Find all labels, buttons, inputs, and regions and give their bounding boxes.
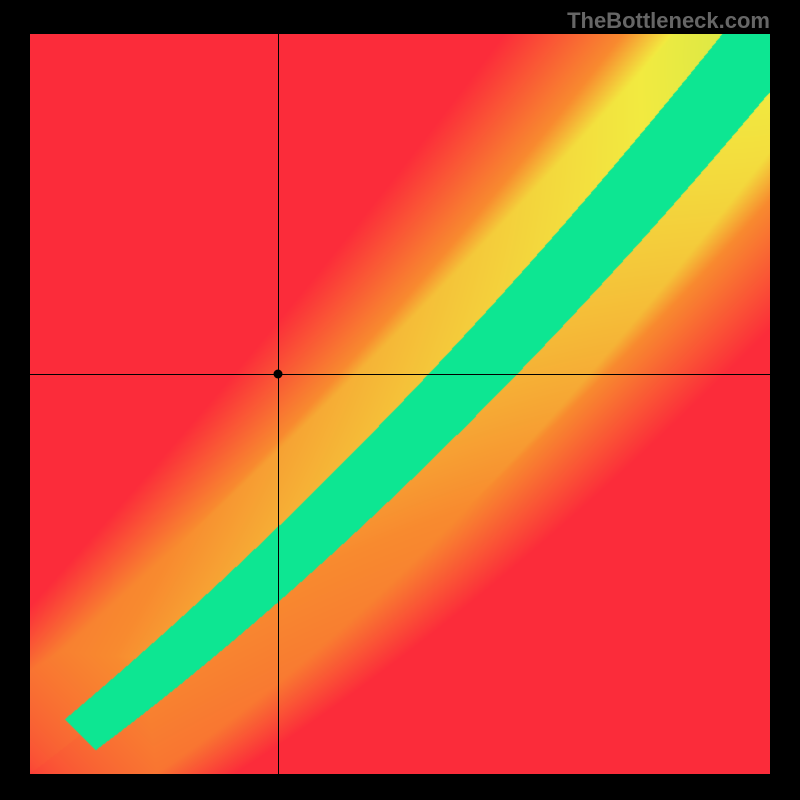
root: TheBottleneck.com xyxy=(0,0,800,800)
crosshair-horizontal xyxy=(30,374,770,375)
heatmap-plot xyxy=(30,34,770,774)
crosshair-vertical xyxy=(278,34,279,774)
watermark-text: TheBottleneck.com xyxy=(567,8,770,34)
crosshair-marker xyxy=(273,370,282,379)
heatmap-canvas xyxy=(30,34,770,774)
